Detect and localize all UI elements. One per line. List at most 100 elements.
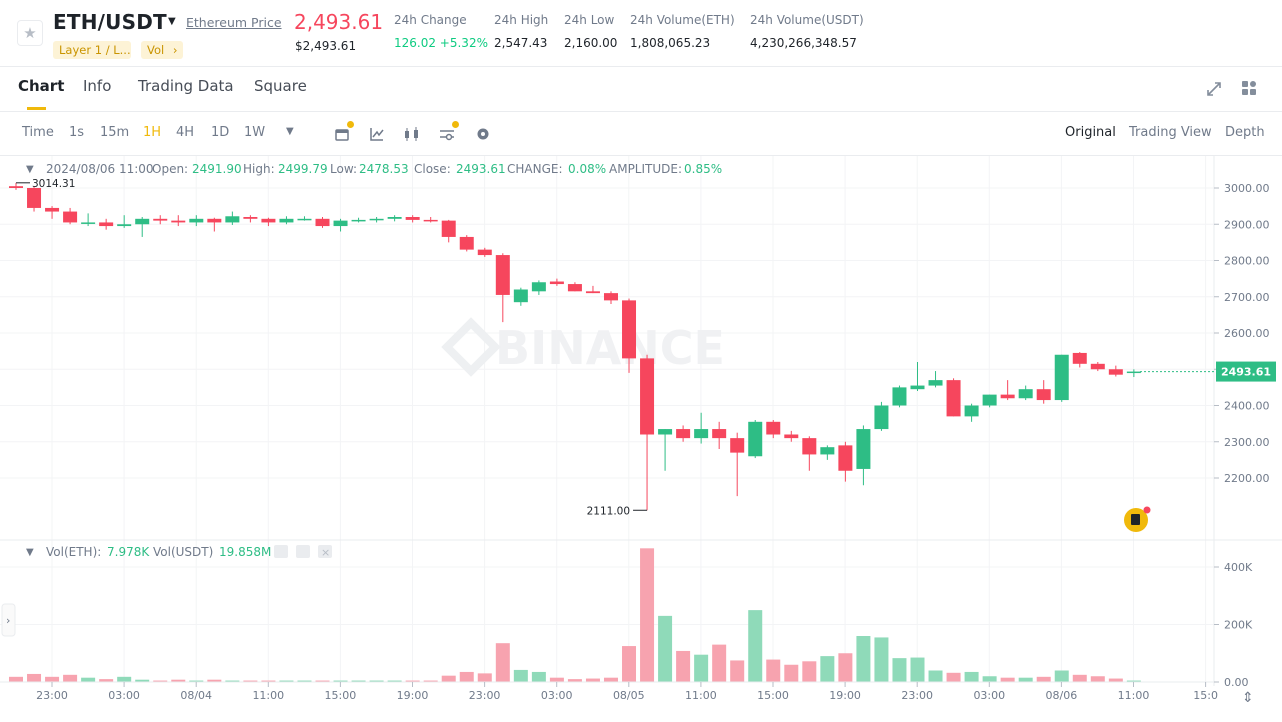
vol-close-icon (318, 545, 332, 558)
volume-bar (1036, 676, 1051, 682)
volume-bar (676, 650, 691, 682)
close-x-icon: × (321, 546, 330, 559)
volume-bar (9, 676, 23, 682)
candle-body (910, 385, 925, 390)
tab-chart[interactable]: Chart (18, 77, 65, 95)
time-tick-label: 23:00 (36, 689, 68, 702)
interval-time[interactable]: Time (22, 125, 54, 140)
volume-bar (622, 646, 637, 682)
time-axis-group: 23:00 03:00 08/04 11:00 15:00 19:00 23:00 03:00… (0, 681, 1218, 702)
time-tick-label: 08/05 (613, 689, 645, 702)
settings-sliders-icon[interactable] (439, 126, 455, 142)
candle-body (117, 224, 132, 227)
volume-bar (730, 660, 745, 682)
stat-24h-volume-usdt: 24h Volume(USDT) 4,230,266,348.57 (750, 13, 864, 50)
volume-bar (694, 654, 709, 682)
candle-body (676, 429, 691, 439)
volume-bar (207, 679, 222, 682)
candle-body (63, 211, 78, 223)
category-tag[interactable]: Layer 1 / L... (53, 41, 131, 59)
candle-body (838, 445, 853, 471)
candle-body (279, 218, 294, 223)
gear-icon[interactable] (475, 126, 491, 142)
candle-body (549, 281, 564, 285)
candle-body (531, 282, 546, 292)
tab-square[interactable]: Square (254, 77, 307, 95)
candle-type-icon[interactable] (403, 126, 421, 142)
interval-4h[interactable]: 4H (176, 125, 195, 140)
fullscreen-icon[interactable] (1206, 81, 1222, 97)
view-original[interactable]: Original (1065, 125, 1116, 140)
view-depth[interactable]: Depth (1225, 125, 1265, 140)
volume-bar (297, 680, 312, 682)
chart-area[interactable]: BINANCE 3014.31 2111.00 2200.00 2300.00 240… (0, 156, 1282, 718)
candle-body (297, 218, 312, 221)
candle-body (45, 207, 60, 212)
max-price-label: 3014.31 (32, 178, 75, 190)
volume-bar (1018, 677, 1033, 682)
layout-grid-icon[interactable] (1241, 80, 1257, 96)
favorite-star-button[interactable]: ★ (17, 20, 43, 46)
volume-bar (1000, 677, 1015, 682)
candle-body (495, 255, 510, 295)
calendar-notification-dot (347, 121, 354, 128)
binance-watermark: BINANCE (495, 321, 725, 375)
candle-body (171, 220, 186, 223)
volume-bar (279, 680, 294, 682)
view-trading-view[interactable]: Trading View (1129, 125, 1212, 140)
volume-tick-label: 200K (1224, 619, 1253, 632)
candle-body (1054, 354, 1069, 401)
candle-body (135, 218, 150, 225)
candle-body (369, 218, 384, 221)
candle-body (784, 434, 799, 439)
scale-toggle-icon: ⇕ (1242, 690, 1254, 706)
interval-1h[interactable]: 1H (143, 125, 162, 140)
candle-body (243, 217, 258, 219)
candle-body (81, 222, 96, 224)
time-tick-label: 23:00 (469, 689, 501, 702)
notes-doc-icon (1131, 514, 1140, 525)
vol-tag[interactable]: Vol › (141, 41, 184, 59)
ethereum-price-link[interactable]: Ethereum Price (186, 15, 282, 30)
calendar-icon[interactable] (334, 126, 350, 142)
tab-info[interactable]: Info (83, 77, 112, 95)
pair-dropdown-caret-icon[interactable]: ▼ (168, 16, 176, 27)
volume-bar (1072, 674, 1087, 682)
candle-body (640, 358, 655, 435)
candle-body (207, 218, 222, 223)
pair-title[interactable]: ETH/USDT (53, 10, 167, 34)
price-tick-label: 2200.00 (1224, 472, 1270, 485)
volume-bar (748, 610, 763, 682)
volume-bar (495, 643, 510, 682)
vol-settings-icon (296, 545, 310, 558)
price-axis-group: 2200.002300.002400.002500.002600.002700.… (1140, 156, 1276, 689)
ticker-header: ★ ETH/USDT ▼ Ethereum Price Layer 1 / L.… (0, 0, 1282, 66)
interval-1d[interactable]: 1D (211, 125, 230, 140)
volume-bar (658, 615, 673, 682)
volume-bar (910, 657, 925, 682)
ohlc-collapse-icon: ▼ (26, 164, 34, 175)
more-intervals-dropdown-icon[interactable]: ▼ (286, 126, 294, 137)
interval-1w[interactable]: 1W (244, 125, 266, 140)
interval-15m[interactable]: 15m (100, 125, 130, 140)
candle-body (27, 188, 42, 208)
price-chart-svg[interactable]: BINANCE 3014.31 2111.00 2200.00 2300.00 240… (0, 156, 1282, 718)
vol-collapse-icon: ▼ (26, 547, 34, 558)
price-tick-label: 2600.00 (1224, 327, 1270, 340)
tab-trading-data[interactable]: Trading Data (138, 77, 234, 95)
candle-body (1018, 389, 1033, 399)
candles-group: 3014.31 2111.00 (9, 178, 1141, 517)
time-tick-label: 08/04 (180, 689, 212, 702)
candle-body (423, 219, 438, 222)
volume-bar (369, 680, 384, 682)
volume-bar (171, 679, 186, 682)
tab-bar: Chart Info Trading Data Square (0, 66, 1282, 112)
volume-bar (1090, 676, 1105, 682)
volume-bar (838, 653, 853, 682)
candle-body (1000, 394, 1015, 399)
indicator-icon[interactable] (369, 126, 385, 142)
volume-bar (603, 677, 618, 682)
candle-body (874, 405, 889, 430)
volume-bar (928, 670, 943, 682)
interval-1s[interactable]: 1s (69, 125, 85, 140)
